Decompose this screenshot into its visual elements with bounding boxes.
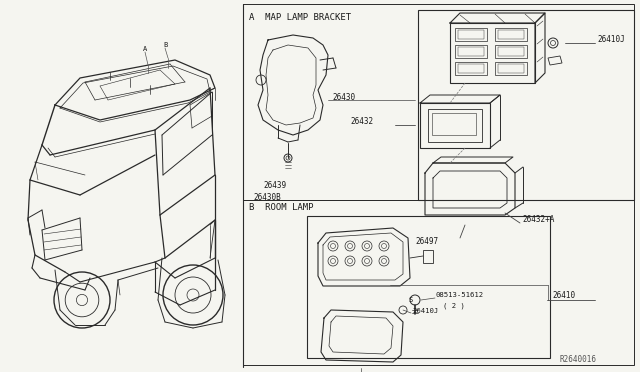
Text: B  ROOM LAMP: B ROOM LAMP	[249, 202, 314, 212]
Bar	[418, 10, 634, 200]
Bar	[307, 216, 550, 358]
Bar	[495, 28, 527, 41]
Text: A  MAP LAMP BRACKET: A MAP LAMP BRACKET	[249, 13, 351, 22]
Bar	[432, 113, 476, 135]
Bar	[495, 45, 527, 58]
Bar	[498, 30, 524, 39]
Text: 08513-51612: 08513-51612	[436, 292, 484, 298]
Text: 26432+A: 26432+A	[522, 215, 554, 224]
Bar	[455, 45, 487, 58]
Text: 26432: 26432	[350, 118, 373, 126]
Bar	[455, 62, 487, 75]
Bar	[455, 28, 487, 41]
Bar	[450, 23, 535, 83]
Bar	[495, 62, 527, 75]
Text: 26497: 26497	[415, 237, 438, 246]
Text: A: A	[143, 46, 147, 52]
Bar	[420, 103, 490, 148]
Text: ( 2 ): ( 2 )	[443, 303, 465, 309]
Text: S: S	[409, 297, 413, 303]
Bar	[243, 4, 634, 200]
Text: 26430: 26430	[332, 93, 355, 102]
Bar	[458, 30, 484, 39]
Text: 26410J: 26410J	[412, 308, 438, 314]
Text: 26439: 26439	[263, 180, 286, 189]
Text: 26410: 26410	[552, 291, 575, 299]
Text: 26430B: 26430B	[253, 193, 281, 202]
Bar	[428, 109, 482, 142]
Text: B: B	[163, 42, 167, 48]
Text: R2640016: R2640016	[560, 356, 597, 365]
Bar	[243, 200, 634, 365]
Bar	[498, 47, 524, 56]
Bar	[458, 47, 484, 56]
Text: 26410J: 26410J	[597, 35, 625, 45]
Bar	[458, 64, 484, 73]
Bar	[498, 64, 524, 73]
